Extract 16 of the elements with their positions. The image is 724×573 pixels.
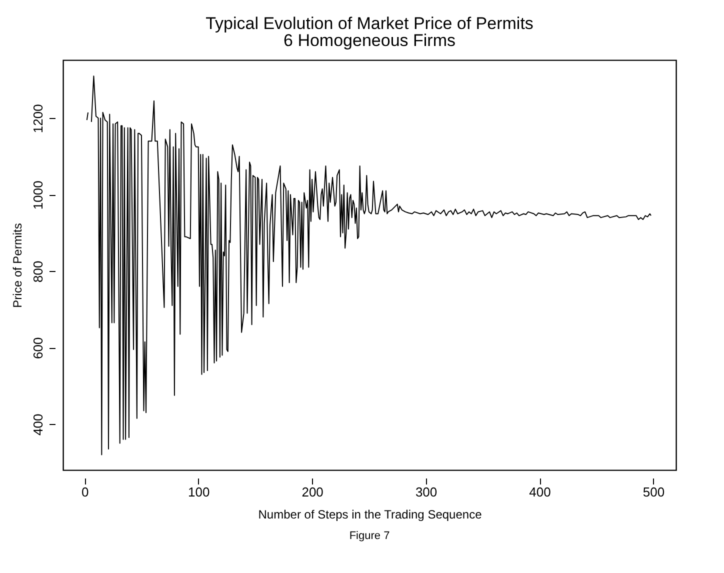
y-tick-label: 600 [30, 337, 46, 359]
x-axis-title: Number of Steps in the Trading Sequence [258, 508, 482, 522]
y-tick-label: 800 [30, 260, 46, 282]
x-tick-label: 200 [302, 484, 324, 500]
x-tick-label: 300 [415, 484, 438, 500]
x-tick-label: 400 [529, 484, 551, 500]
y-axis-title: Price of Permits [10, 223, 24, 308]
x-tick-label: 100 [188, 484, 210, 500]
y-tick-label: 1000 [30, 180, 46, 210]
y-tick-label: 400 [30, 414, 46, 436]
x-tick-label: 0 [81, 484, 89, 500]
y-tick-label: 1200 [30, 104, 46, 134]
chart-subtitle: 6 Homogeneous Firms [284, 31, 456, 50]
caption: Figure 7 [349, 530, 390, 542]
chart-title: Typical Evolution of Market Price of Permits [206, 14, 534, 33]
x-tick-label: 500 [642, 484, 665, 500]
